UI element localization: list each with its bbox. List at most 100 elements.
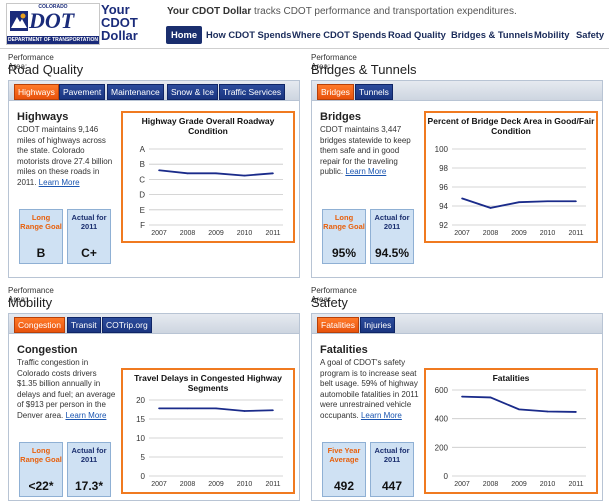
goal-label: Long Range Goal xyxy=(20,213,62,231)
data-point xyxy=(158,169,160,172)
tab-injuries[interactable]: Injuries xyxy=(360,317,396,333)
y-tick-label: 94 xyxy=(439,202,448,211)
goal-value: <22* xyxy=(28,479,54,493)
panel-title: Road Quality xyxy=(8,62,84,77)
tab-transit[interactable]: Transit xyxy=(67,317,101,333)
data-point xyxy=(461,197,463,200)
app-name: Your CDOT Dollar xyxy=(101,2,138,43)
cdot-logo[interactable]: COLORADO DOT DEPARTMENT OF TRANSPORTATIO… xyxy=(6,3,100,45)
description-text: Traffic congestion in Colorado costs dri… xyxy=(17,358,116,420)
data-point xyxy=(243,174,246,177)
x-tick-label: 2007 xyxy=(454,481,470,488)
nav-where-cdot-spends[interactable]: Where CDOT Spends xyxy=(292,29,387,40)
x-tick-label: 2011 xyxy=(265,230,280,237)
panel-title: Bridges & Tunnels xyxy=(311,62,417,77)
x-tick-label: 2011 xyxy=(568,481,583,488)
performance-area-label: Performance Area: xyxy=(8,286,54,304)
section-description: CDOT maintains 9,146 miles of highways a… xyxy=(17,125,117,188)
chart-bridge-deck: 92 94 96 98 100 2007 2008 2009 2010 2011 Percent … xyxy=(424,111,598,243)
y-tick-label: E xyxy=(140,206,145,215)
tagline-brand: Your CDOT Dollar xyxy=(167,6,252,17)
performance-area-label: Performance Area: xyxy=(8,53,54,71)
data-point xyxy=(575,411,577,413)
chart-svg: 92 94 96 98 100 2007 2008 2009 2010 2011 xyxy=(435,145,586,237)
learn-more-link[interactable]: Learn More xyxy=(38,177,80,187)
x-tick-label: 2008 xyxy=(483,230,499,237)
data-point xyxy=(546,200,549,203)
tab-tunnels[interactable]: Tunnels xyxy=(355,84,393,100)
nav-home[interactable]: Home xyxy=(166,26,203,44)
y-tick-label: B xyxy=(140,160,145,169)
tab-snow-ice[interactable]: Snow & Ice xyxy=(167,84,218,100)
y-tick-label: 200 xyxy=(435,443,449,452)
nav-safety[interactable]: Safety xyxy=(576,29,605,40)
learn-more-link[interactable]: Learn More xyxy=(345,167,387,176)
y-tick-label: 0 xyxy=(141,472,146,481)
actual-label: Actual for 2011 xyxy=(71,213,107,231)
chart-svg: 0 200 400 600 2007 2008 2009 2010 2011 xyxy=(435,386,586,488)
tab-cotrip[interactable]: COTrip.org xyxy=(102,317,152,333)
x-tick-label: 2007 xyxy=(151,230,167,237)
tab-highways[interactable]: Highways xyxy=(14,84,59,100)
series-line xyxy=(461,197,576,209)
data-point xyxy=(186,172,189,175)
actual-box: Actual for 2011 447 xyxy=(370,442,414,497)
learn-more-link[interactable]: Learn More xyxy=(65,410,107,420)
actual-value: 447 xyxy=(381,479,403,493)
tab-traffic-services[interactable]: Traffic Services xyxy=(219,84,286,100)
nav-road-quality[interactable]: Road Quality xyxy=(388,29,446,40)
panel-box: Highways Pavement Maintenance Snow & Ice… xyxy=(8,80,300,278)
tab-pavement[interactable]: Pavement xyxy=(59,84,106,100)
goal-box: Long Range Goal <22* xyxy=(19,442,63,497)
chart-title: Percent of Bridge Deck Area in Good/Fair… xyxy=(427,116,595,136)
section-title: Bridges xyxy=(320,111,361,123)
mountain-icon xyxy=(10,11,28,31)
tab-fatalities[interactable]: Fatalities xyxy=(317,317,360,333)
actual-label: Actual for 2011 xyxy=(374,446,410,464)
tab-bar: Highways Pavement Maintenance Snow & Ice… xyxy=(9,81,299,101)
logo-state: COLORADO xyxy=(38,4,68,10)
tab-congestion[interactable]: Congestion xyxy=(14,317,66,333)
y-tick-label: 0 xyxy=(444,472,449,481)
actual-value: C+ xyxy=(81,246,97,260)
chart-title: Fatalities xyxy=(492,373,530,383)
x-tick-label: 2010 xyxy=(540,481,556,488)
nav-how-cdot-spends[interactable]: How CDOT Spends xyxy=(206,29,292,40)
logo-department: DEPARTMENT OF TRANSPORTATION xyxy=(7,36,99,44)
x-tick-label: 2009 xyxy=(511,230,527,237)
x-tick-label: 2010 xyxy=(237,481,253,488)
header: COLORADO DOT DEPARTMENT OF TRANSPORTATIO… xyxy=(0,0,609,50)
data-point xyxy=(461,395,463,398)
x-tick-label: 2010 xyxy=(540,230,556,237)
data-point xyxy=(518,201,520,203)
x-tick-label: 2011 xyxy=(568,230,583,237)
y-tick-label: A xyxy=(140,145,146,154)
y-tick-label: D xyxy=(139,191,145,200)
section-title: Congestion xyxy=(17,344,78,356)
tab-maintenance[interactable]: Maintenance xyxy=(107,84,164,100)
y-tick-label: 5 xyxy=(141,453,146,462)
description-text: A goal of CDOT's safety program is to in… xyxy=(320,358,419,420)
y-tick-label: 92 xyxy=(439,221,448,230)
description-text: CDOT maintains 9,146 miles of highways a… xyxy=(17,125,113,187)
actual-box: Actual for 2011 94.5% xyxy=(370,209,414,264)
chart-travel-delays: 0 5 10 15 20 2007 2008 2009 2010 2011 Travel Dela… xyxy=(121,368,295,494)
y-tick-label: 400 xyxy=(435,415,449,424)
x-tick-label: 2008 xyxy=(180,230,196,237)
section-title: Highways xyxy=(17,111,69,123)
x-tick-label: 2010 xyxy=(237,230,253,237)
x-tick-label: 2007 xyxy=(454,230,470,237)
learn-more-link[interactable]: Learn More xyxy=(360,410,402,420)
nav-bridges-tunnels[interactable]: Bridges & Tunnels xyxy=(451,29,534,40)
y-tick-label: 10 xyxy=(136,434,145,443)
panel-box: Bridges Tunnels Bridges CDOT maintains 3… xyxy=(311,80,603,278)
goal-box: Five Year Average 492 xyxy=(322,442,366,497)
actual-value: 17.3* xyxy=(74,479,104,493)
goal-value: 95% xyxy=(331,246,357,260)
goal-label: Five Year Average xyxy=(327,446,361,464)
y-tick-label: 15 xyxy=(136,415,145,424)
nav-mobility[interactable]: Mobility xyxy=(534,29,570,40)
data-point xyxy=(215,172,217,175)
tab-bridges[interactable]: Bridges xyxy=(317,84,354,100)
